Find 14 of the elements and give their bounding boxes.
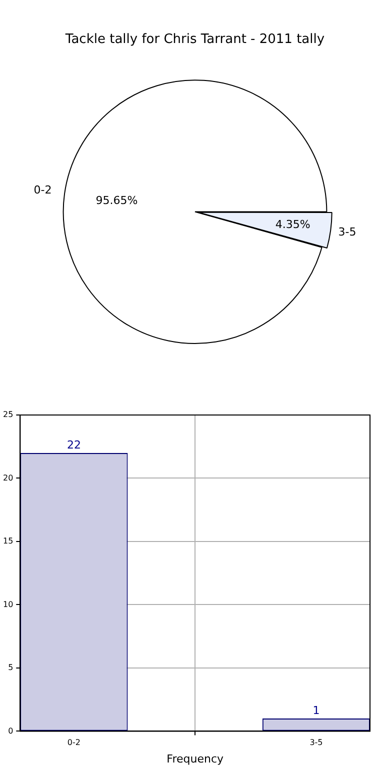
chart-title: Tackle tally for Chris Tarrant - 2011 tally [64, 32, 325, 48]
data-label: 4.35% [275, 218, 310, 232]
y-tick-label: 15 [2, 536, 14, 546]
data-label: 22 [66, 438, 81, 452]
y-tick-label: 0 [8, 726, 14, 736]
slice-label: 3-5 [338, 226, 356, 239]
y-tick-label: 20 [2, 473, 14, 482]
y-tick-label: 10 [2, 600, 14, 609]
y-tick-label: 5 [8, 663, 14, 672]
data-label: 95.65% [96, 194, 138, 207]
y-tick-label: 25 [2, 410, 14, 420]
x-axis-title: Frequency [166, 752, 224, 766]
data-label: 1 [312, 704, 320, 717]
slice-label: 0-2 [34, 184, 52, 197]
